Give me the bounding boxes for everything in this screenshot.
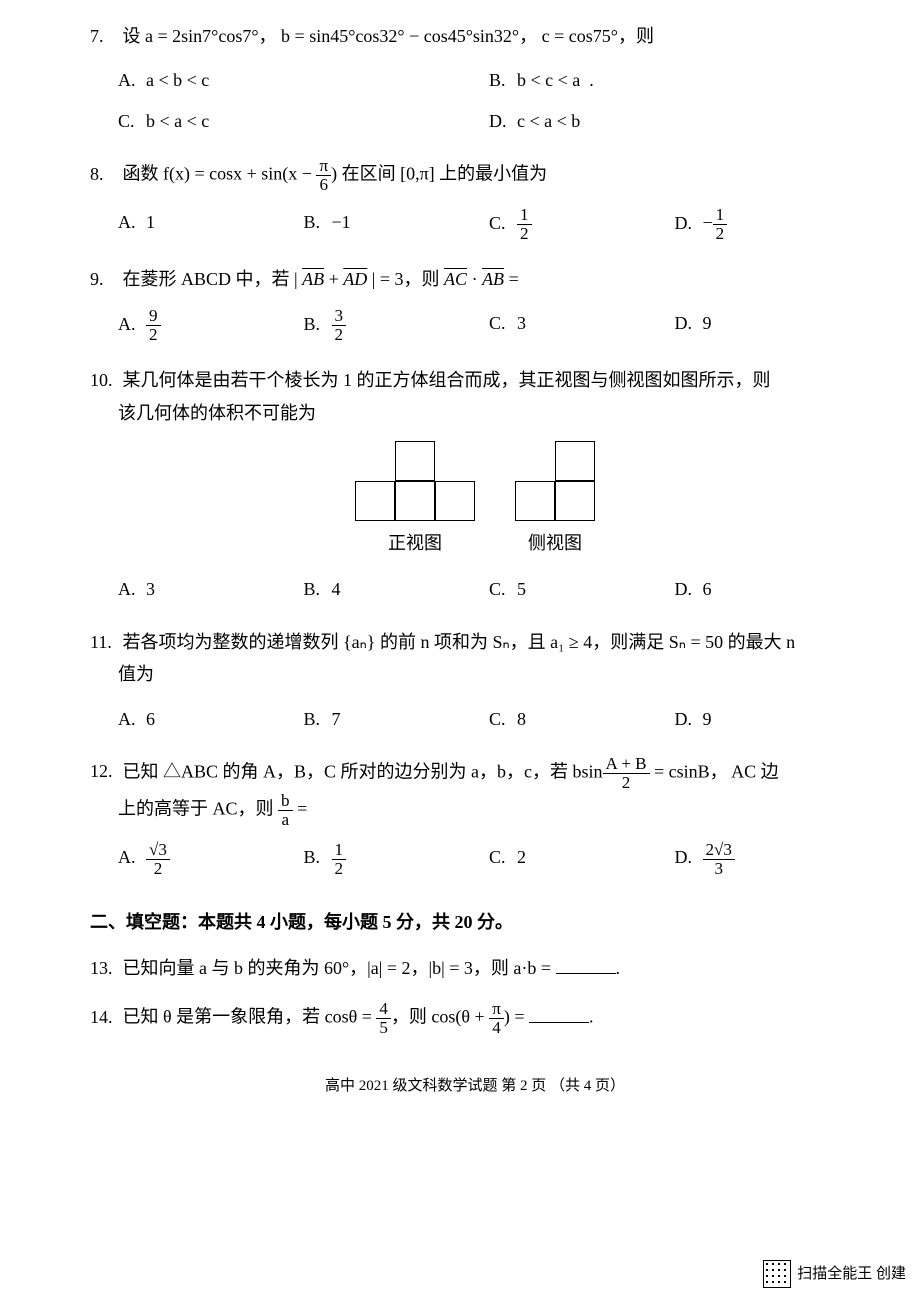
q7-number: 7. [90, 20, 118, 52]
question-12: 12. 已知 △ABC 的角 A，B，C 所对的边分别为 a，b，c，若 bsi… [90, 755, 860, 882]
q10-options: A.3 B.4 C.5 D.6 [90, 569, 860, 609]
q9-option-c: C.3 [489, 303, 675, 348]
q10-text-l1: 某几何体是由若干个棱长为 1 的正方体组合而成，其正视图与侧视图如图所示，则 [123, 370, 771, 390]
q12-option-d: D.2√33 [675, 837, 861, 882]
q10-diagram: 正视图 侧视图 [90, 441, 860, 559]
q11-text-l2: 值为 [90, 658, 860, 690]
front-view [355, 441, 475, 521]
q9-options: A.92 B.32 C.3 D.9 [90, 303, 860, 348]
q8-option-d: D.−12 [675, 202, 861, 247]
q12-number: 12. [90, 755, 118, 787]
q9-option-a: A.92 [118, 303, 304, 348]
side-view [515, 441, 595, 521]
q11-option-a: A.6 [118, 699, 304, 739]
q7-text: 设 a = 2sin7°cos7°， b = sin45°cos32° − co… [123, 26, 654, 46]
q7-option-d: D.c < a < b [489, 101, 860, 141]
side-view-label: 侧视图 [515, 527, 595, 559]
q14-number: 14. [90, 1001, 118, 1033]
q13-blank [556, 956, 616, 974]
q8-option-c: C.12 [489, 202, 675, 247]
front-cell [435, 481, 475, 521]
q14-stem: 14. 已知 θ 是第一象限角，若 cosθ = 45，则 cos(θ + π4… [90, 1000, 860, 1037]
q11-option-b: B.7 [304, 699, 490, 739]
front-cell [395, 441, 435, 481]
question-10: 10. 某几何体是由若干个棱长为 1 的正方体组合而成，其正视图与侧视图如图所示… [90, 364, 860, 610]
q7-option-b: B.b < c < a . [489, 60, 860, 100]
question-8: 8. 函数 f(x) = cosx + sin(x − π6) 在区间 [0,π… [90, 157, 860, 247]
question-14: 14. 已知 θ 是第一象限角，若 cosθ = 45，则 cos(θ + π4… [90, 1000, 860, 1037]
question-13: 13. 已知向量 a 与 b 的夹角为 60°，|a| = 2，|b| = 3，… [90, 952, 860, 984]
side-cell [555, 481, 595, 521]
q7-option-a: A.a < b < c [118, 60, 489, 100]
q11-option-c: C.8 [489, 699, 675, 739]
q8-number: 8. [90, 158, 118, 190]
front-cell [355, 481, 395, 521]
q11-number: 11. [90, 626, 118, 658]
question-9: 9. 在菱形 ABCD 中，若 | AB + AD | = 3，则 AC · A… [90, 263, 860, 348]
q9-stem: 9. 在菱形 ABCD 中，若 | AB + AD | = 3，则 AC · A… [90, 263, 860, 295]
q12-option-a: A.√32 [118, 837, 304, 882]
q12-options: A.√32 B.12 C.2 D.2√33 [90, 837, 860, 882]
q11-stem: 11. 若各项均为整数的递增数列 {aₙ} 的前 n 项和为 Sₙ，且 a₁ ≥… [90, 626, 860, 691]
q14-blank [529, 1005, 589, 1023]
q9-option-b: B.32 [304, 303, 490, 348]
side-view-group: 侧视图 [515, 441, 595, 559]
q8-options: A.1 B.−1 C.12 D.−12 [90, 202, 860, 247]
section-2-title: 二、填空题：本题共 4 小题，每小题 5 分，共 20 分。 [90, 906, 860, 938]
q10-option-c: C.5 [489, 569, 675, 609]
q7-stem: 7. 设 a = 2sin7°cos7°， b = sin45°cos32° −… [90, 20, 860, 52]
q7-option-c: C.b < a < c [118, 101, 489, 141]
q10-text-l2: 该几何体的体积不可能为 [90, 397, 860, 429]
question-11: 11. 若各项均为整数的递增数列 {aₙ} 的前 n 项和为 Sₙ，且 a₁ ≥… [90, 626, 860, 739]
q9-option-d: D.9 [675, 303, 861, 348]
page-footer: 高中 2021 级文科数学试题 第 2 页 （共 4 页） [90, 1073, 860, 1100]
q9-number: 9. [90, 263, 118, 295]
q10-option-d: D.6 [675, 569, 861, 609]
q11-options: A.6 B.7 C.8 D.9 [90, 699, 860, 739]
q8-option-a: A.1 [118, 202, 304, 247]
q13-stem: 13. 已知向量 a 与 b 的夹角为 60°，|a| = 2，|b| = 3，… [90, 952, 860, 984]
q7-options: A.a < b < c B.b < c < a . C.b < a < c D.… [90, 60, 860, 141]
q8-stem: 8. 函数 f(x) = cosx + sin(x − π6) 在区间 [0,π… [90, 157, 860, 194]
q10-number: 10. [90, 364, 118, 396]
q8-text-suffix: ) 在区间 [0,π] 上的最小值为 [331, 164, 547, 184]
scan-watermark: 扫描全能王 创建 [763, 1260, 906, 1288]
q11-text-l1: 若各项均为整数的递增数列 {aₙ} 的前 n 项和为 Sₙ，且 a₁ ≥ 4，则… [123, 632, 796, 652]
q8-frac: π6 [316, 157, 331, 194]
front-view-label: 正视图 [355, 527, 475, 559]
side-cell [515, 481, 555, 521]
q13-number: 13. [90, 952, 118, 984]
q12-stem: 12. 已知 △ABC 的角 A，B，C 所对的边分别为 a，b，c，若 bsi… [90, 755, 860, 829]
q10-stem: 10. 某几何体是由若干个棱长为 1 的正方体组合而成，其正视图与侧视图如图所示… [90, 364, 860, 429]
q8-text-prefix: 函数 f(x) = cosx + sin(x − [123, 164, 317, 184]
front-view-group: 正视图 [355, 441, 475, 559]
q8-option-b: B.−1 [304, 202, 490, 247]
q10-option-a: A.3 [118, 569, 304, 609]
q10-option-b: B.4 [304, 569, 490, 609]
side-cell [555, 441, 595, 481]
watermark-text: 扫描全能王 创建 [797, 1261, 906, 1288]
front-cell [395, 481, 435, 521]
question-7: 7. 设 a = 2sin7°cos7°， b = sin45°cos32° −… [90, 20, 860, 141]
q11-option-d: D.9 [675, 699, 861, 739]
qr-icon [763, 1260, 791, 1288]
q12-option-c: C.2 [489, 837, 675, 882]
q12-option-b: B.12 [304, 837, 490, 882]
